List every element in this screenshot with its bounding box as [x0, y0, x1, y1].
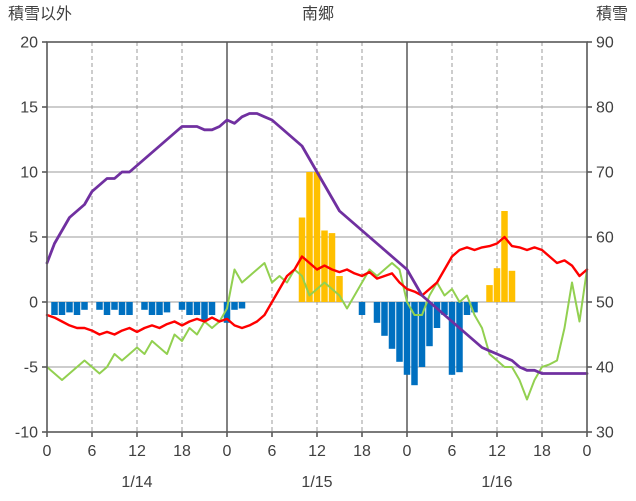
x-tick-label: 18	[533, 443, 551, 460]
blue-series-bar	[358, 302, 366, 315]
blue-series-bar	[411, 302, 418, 386]
blue-series-bar	[433, 302, 441, 328]
left-axis-title: 積雪以外	[8, 6, 73, 23]
x-tick-label: 12	[488, 443, 506, 460]
blue-series-bar	[456, 302, 463, 373]
x-tick-label: 18	[353, 443, 371, 460]
left-tick-label: 10	[20, 165, 38, 182]
x-tick-label: 12	[308, 443, 326, 460]
blue-series-bar	[111, 302, 118, 310]
left-tick-label: -10	[15, 425, 38, 442]
blue-series-bar	[381, 302, 388, 336]
blue-series-bar	[186, 302, 193, 315]
right-tick-label: 80	[596, 100, 614, 117]
blue-series-bar	[418, 302, 426, 367]
blue-series-bar	[51, 302, 58, 315]
orange-series-bar	[298, 217, 306, 302]
orange-series-bar	[508, 270, 516, 302]
orange-series-bar	[336, 276, 343, 302]
left-tick-label: 5	[29, 230, 38, 247]
right-tick-label: 40	[596, 360, 614, 377]
blue-series-bar	[238, 302, 246, 309]
red-series-line	[45, 235, 589, 336]
blue-series-bar	[81, 302, 88, 310]
blue-series-bar	[223, 302, 231, 323]
green-series-line	[46, 262, 588, 401]
blue-series-bar	[126, 302, 133, 315]
date-label: 1/14	[121, 474, 152, 491]
orange-series-bar	[486, 285, 493, 302]
blue-series-bar	[178, 302, 186, 310]
blue-series-bar	[396, 302, 403, 362]
blue-series-bar	[403, 302, 411, 375]
x-tick-label: 6	[88, 443, 97, 460]
blue-series-bar	[148, 302, 156, 315]
x-tick-label: 0	[403, 443, 412, 460]
blue-series-bar	[208, 302, 216, 315]
left-tick-label: 15	[20, 100, 38, 117]
blue-series-bar	[66, 302, 73, 313]
orange-series-bar	[501, 211, 508, 302]
x-tick-label: 18	[173, 443, 191, 460]
blue-series-bar	[388, 302, 396, 349]
blue-series-bar	[193, 302, 201, 315]
blue-series-bar	[58, 302, 66, 315]
blue-series-bar	[163, 302, 171, 313]
blue-series-bar	[73, 302, 81, 315]
right-tick-label: 70	[596, 165, 614, 182]
right-tick-label: 90	[596, 35, 614, 52]
x-tick-label: 0	[583, 443, 592, 460]
blue-series-bar	[103, 302, 111, 315]
left-tick-label: 20	[20, 35, 38, 52]
date-label: 1/16	[481, 474, 512, 491]
date-label: 1/15	[301, 474, 332, 491]
right-axis-title: 積雪	[595, 6, 628, 23]
blue-series-bar	[448, 302, 456, 375]
x-tick-label: 12	[128, 443, 146, 460]
right-tick-label: 50	[596, 295, 614, 312]
blue-series-bar	[441, 302, 448, 315]
right-tick-label: 30	[596, 425, 614, 442]
blue-series-bar	[373, 302, 381, 323]
x-tick-label: 6	[448, 443, 457, 460]
blue-series-bar	[471, 302, 478, 313]
blue-series-bar	[118, 302, 126, 315]
blue-series-bar	[141, 302, 148, 310]
right-tick-label: 60	[596, 230, 614, 247]
x-tick-label: 0	[43, 443, 52, 460]
blue-series-bar	[156, 302, 163, 315]
left-tick-label: 0	[29, 295, 38, 312]
blue-series-bar	[426, 302, 433, 347]
orange-series-bar	[493, 268, 501, 302]
blue-series-bar	[201, 302, 208, 321]
left-tick-label: -5	[24, 360, 38, 377]
purple-snow-depth-line	[45, 112, 589, 375]
x-tick-label: 6	[268, 443, 277, 460]
blue-series-bar	[96, 302, 103, 310]
x-tick-label: 0	[223, 443, 232, 460]
orange-series-bar	[328, 233, 336, 302]
orange-series-bar	[306, 172, 313, 302]
blue-series-bar	[231, 302, 238, 310]
orange-series-bar	[313, 172, 321, 302]
blue-series-bar	[463, 302, 471, 315]
chart-title: 南郷	[301, 6, 335, 23]
